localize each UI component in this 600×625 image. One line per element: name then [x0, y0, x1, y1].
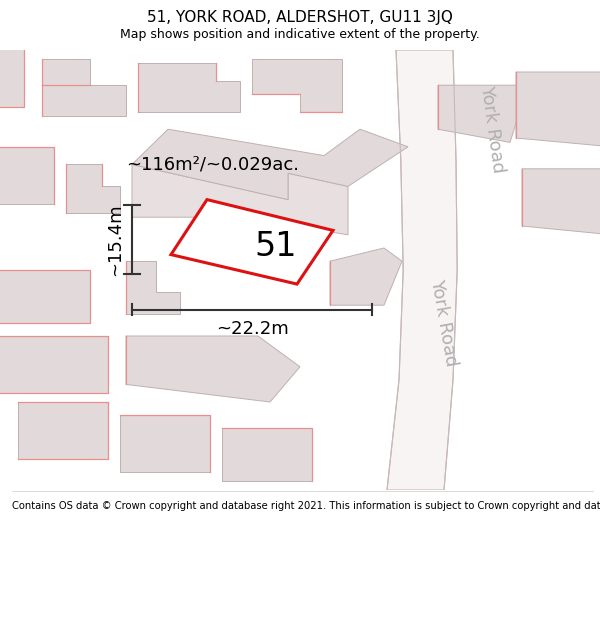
Polygon shape — [132, 164, 348, 235]
Polygon shape — [66, 164, 120, 212]
Polygon shape — [18, 402, 108, 459]
Polygon shape — [126, 336, 300, 402]
Polygon shape — [120, 415, 210, 472]
Polygon shape — [138, 63, 240, 112]
Polygon shape — [438, 85, 528, 142]
Polygon shape — [222, 428, 312, 481]
Polygon shape — [522, 169, 600, 235]
Polygon shape — [0, 41, 24, 107]
Text: 51: 51 — [255, 230, 297, 263]
Polygon shape — [330, 248, 402, 305]
Polygon shape — [132, 129, 408, 199]
Text: ~22.2m: ~22.2m — [215, 321, 289, 338]
Text: ~15.4m: ~15.4m — [106, 203, 124, 276]
Text: Map shows position and indicative extent of the property.: Map shows position and indicative extent… — [120, 28, 480, 41]
Polygon shape — [42, 59, 126, 116]
Polygon shape — [171, 199, 333, 284]
Polygon shape — [0, 147, 54, 204]
Polygon shape — [252, 59, 342, 112]
Text: 51, YORK ROAD, ALDERSHOT, GU11 3JQ: 51, YORK ROAD, ALDERSHOT, GU11 3JQ — [147, 10, 453, 25]
Polygon shape — [126, 261, 180, 314]
Polygon shape — [387, 50, 457, 490]
Polygon shape — [0, 336, 108, 393]
Text: York Road: York Road — [427, 278, 461, 368]
Text: Contains OS data © Crown copyright and database right 2021. This information is : Contains OS data © Crown copyright and d… — [12, 501, 600, 511]
Text: York Road: York Road — [477, 84, 507, 174]
Polygon shape — [0, 270, 90, 322]
Text: ~116m²/~0.029ac.: ~116m²/~0.029ac. — [127, 156, 299, 173]
Polygon shape — [516, 72, 600, 147]
